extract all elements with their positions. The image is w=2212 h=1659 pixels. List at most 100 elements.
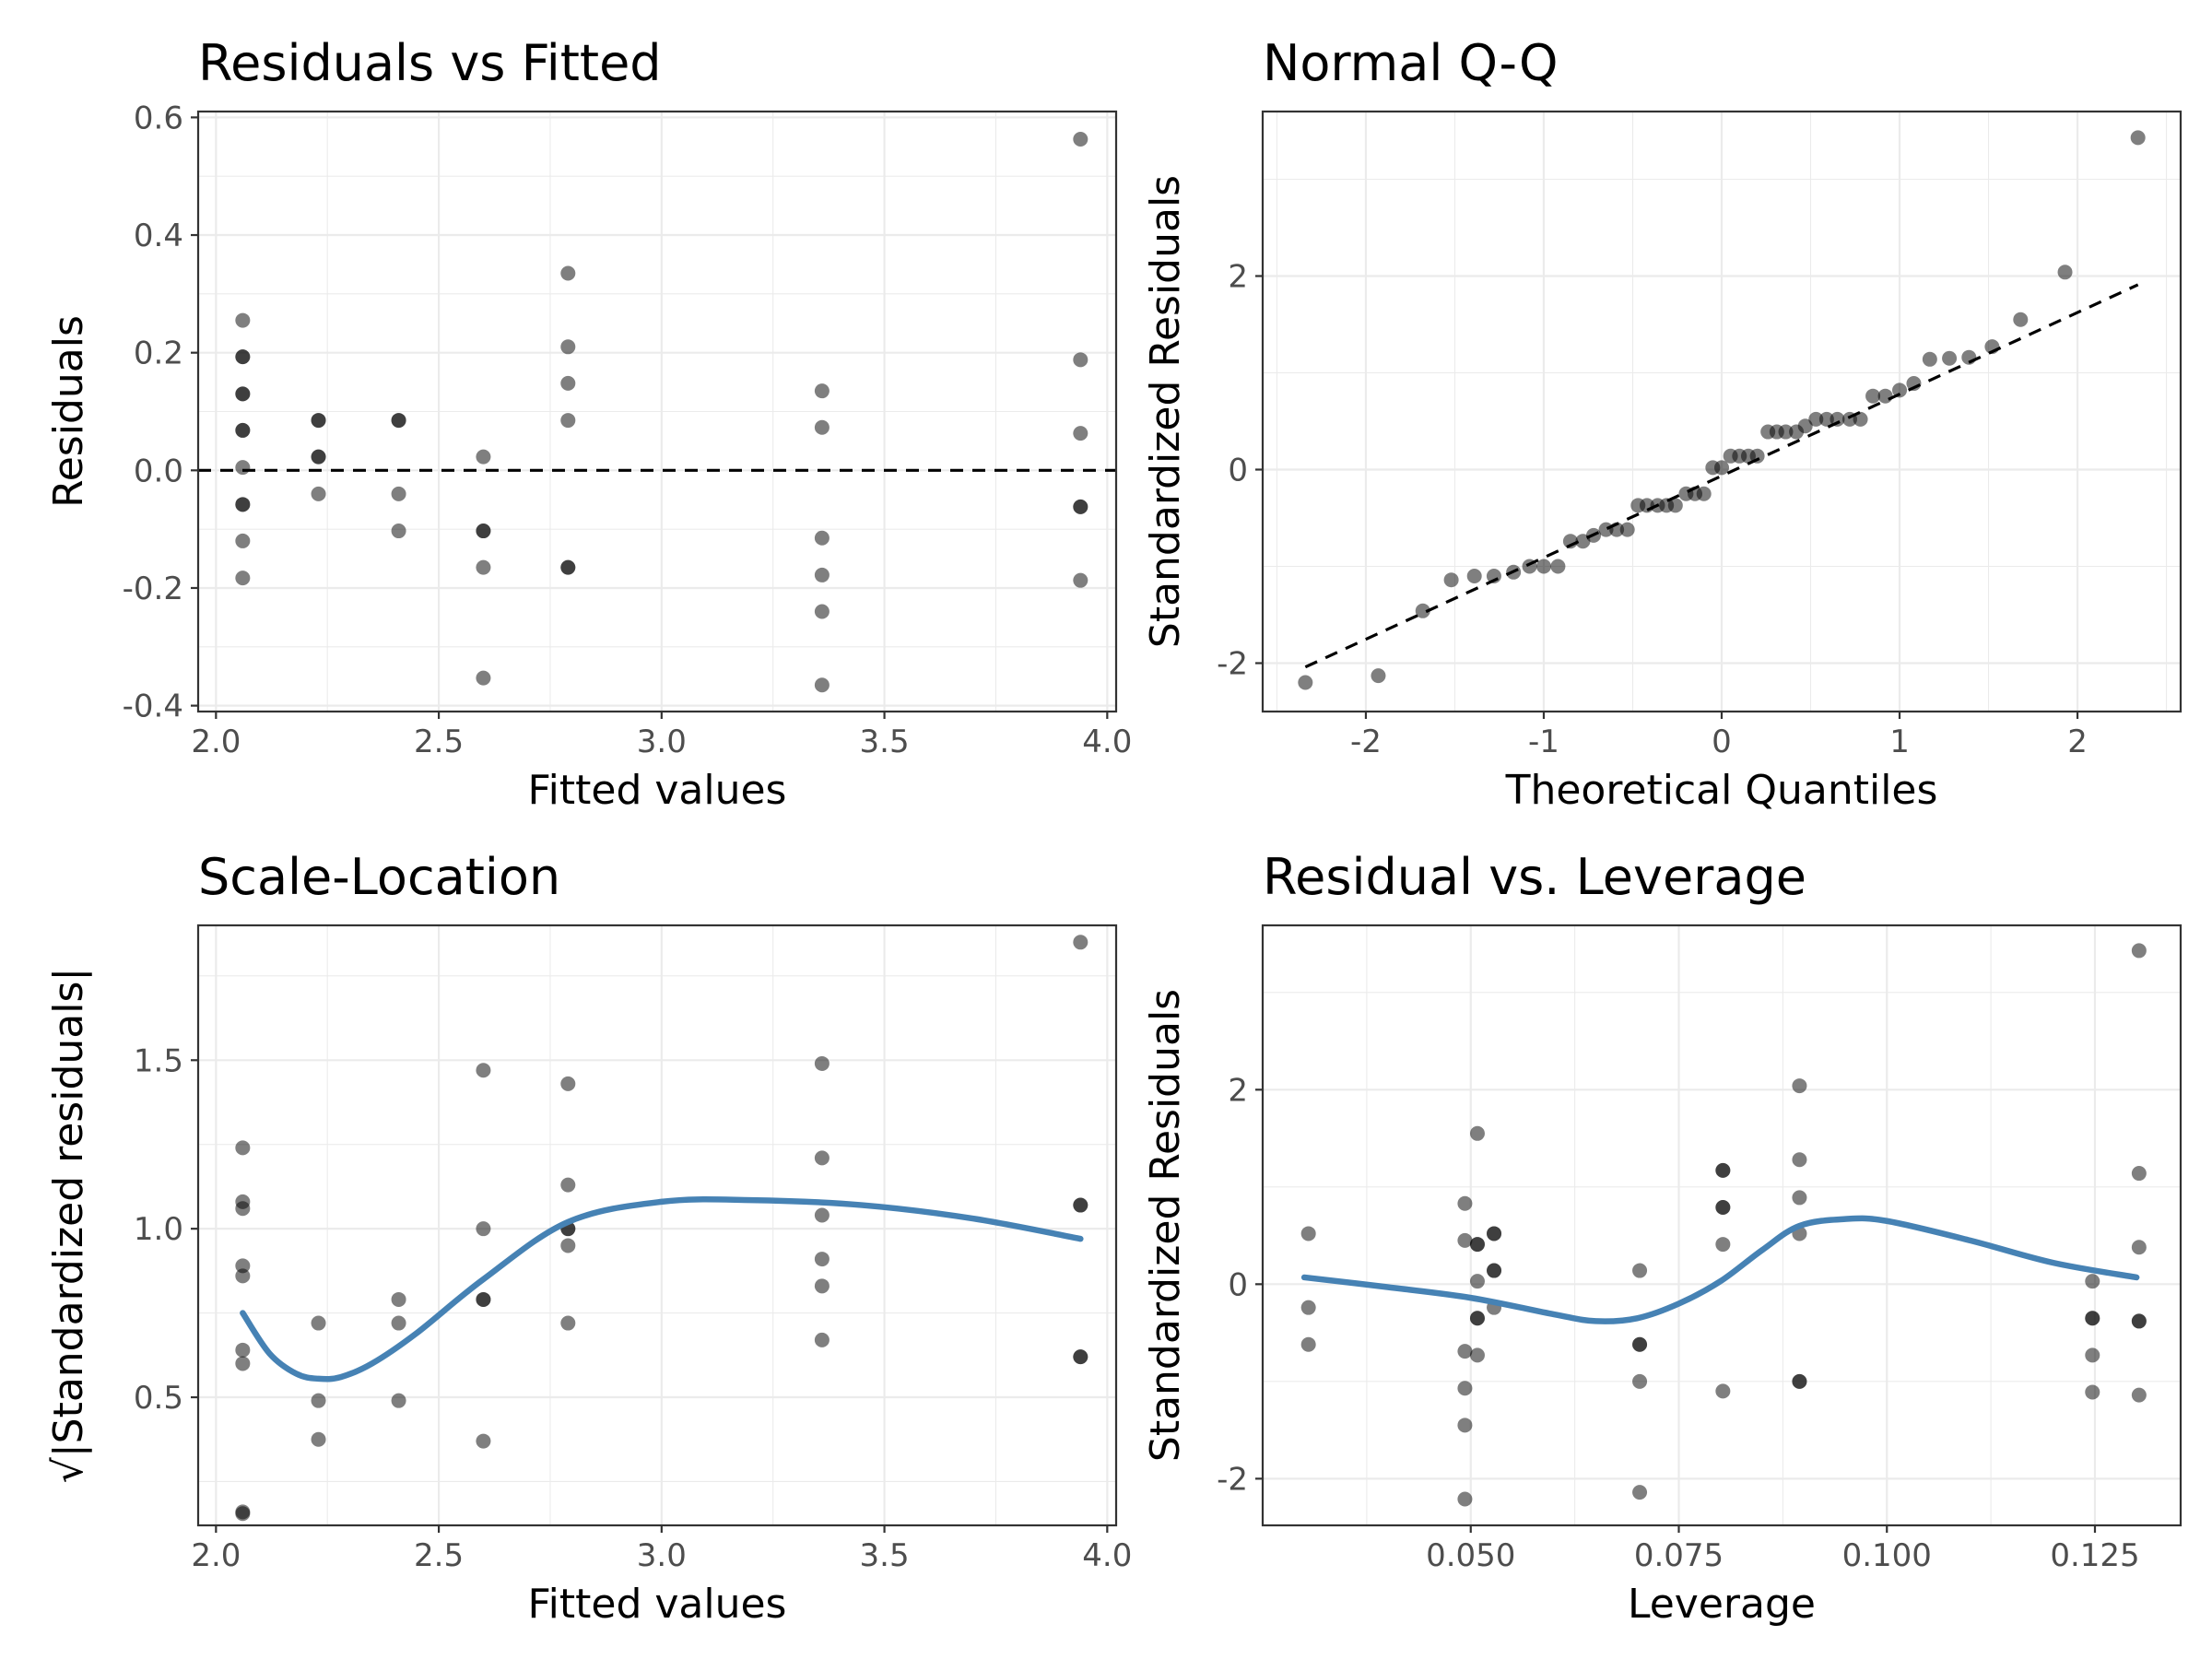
data-point — [235, 349, 251, 365]
x-tick-label: 2.5 — [414, 724, 464, 760]
y-axis-label: √|Standardized residuals| — [45, 968, 92, 1483]
loess-smooth-line — [1300, 1215, 2140, 1324]
x-tick-label: 2 — [2067, 724, 2088, 760]
data-point — [1487, 1263, 1502, 1278]
data-point — [235, 1342, 251, 1358]
data-point — [814, 383, 830, 399]
data-point — [1487, 1226, 1502, 1241]
data-point — [311, 413, 326, 429]
normal-qq-panel: -2 -1 0 1 2 -2 0 2 Normal Q-Q Theoretical Quan… — [1142, 34, 2183, 814]
data-point — [391, 1291, 406, 1307]
panel-title: Residual vs. Leverage — [1263, 848, 1806, 906]
data-point — [1865, 388, 1881, 404]
data-point — [311, 1431, 326, 1447]
data-point — [476, 559, 491, 575]
panel-border — [1261, 924, 2183, 1527]
y-tick-label: 0.4 — [134, 218, 183, 254]
data-point — [1797, 418, 1813, 434]
data-point — [235, 1268, 251, 1284]
data-point — [814, 1150, 830, 1166]
panel-border — [196, 110, 1118, 713]
data-point — [1486, 569, 1501, 583]
data-point — [311, 486, 326, 501]
data-point — [1469, 1237, 1485, 1253]
data-point — [814, 530, 830, 546]
data-point — [2085, 1384, 2100, 1400]
x-tick-label: 0.100 — [1842, 1537, 1932, 1574]
data-point — [476, 449, 491, 465]
data-point — [1298, 675, 1313, 690]
x-tick-label: 2.0 — [191, 1537, 241, 1574]
x-tick-label: -2 — [1350, 724, 1382, 760]
data-point — [1469, 1125, 1485, 1141]
y-tick-label: 0.2 — [134, 335, 183, 372]
data-point — [1922, 351, 1937, 367]
x-axis-label: Fitted values — [528, 1581, 787, 1628]
data-point — [1906, 376, 1922, 392]
data-point — [1632, 1263, 1648, 1278]
data-point — [1632, 1336, 1648, 1352]
data-point — [2131, 1313, 2147, 1329]
data-point — [235, 1356, 251, 1371]
y-tick-label: -2 — [1217, 1461, 1248, 1498]
data-point — [1073, 1197, 1088, 1213]
data-point — [1632, 1373, 1648, 1389]
data-point — [814, 1332, 830, 1347]
panel-title: Residuals vs Fitted — [198, 34, 662, 92]
data-point — [1522, 559, 1537, 574]
data-point — [2057, 265, 2073, 280]
x-tick-label: 3.0 — [637, 724, 687, 760]
data-point — [311, 1315, 326, 1331]
data-point — [814, 677, 830, 693]
data-point — [1714, 460, 1729, 476]
data-point — [391, 1315, 406, 1331]
data-point — [1073, 131, 1088, 147]
data-point — [1586, 527, 1602, 543]
data-point — [476, 1063, 491, 1078]
data-point — [1715, 1162, 1731, 1178]
data-point — [311, 449, 326, 465]
data-point — [1550, 559, 1566, 574]
x-tick-label: 4.0 — [1082, 724, 1132, 760]
data-point — [1300, 1300, 1316, 1315]
data-point — [814, 1252, 830, 1267]
y-tick-label: 0 — [1228, 1266, 1248, 1303]
data-point — [560, 339, 576, 355]
x-axis-label: Fitted values — [528, 767, 787, 814]
data-point — [1639, 498, 1654, 513]
data-point — [1457, 1491, 1473, 1507]
x-tick-label: 0.050 — [1426, 1537, 1515, 1574]
data-point — [814, 1207, 830, 1223]
data-point — [235, 312, 251, 328]
data-point — [391, 524, 406, 539]
data-point — [1853, 411, 1868, 427]
data-point — [1073, 352, 1088, 368]
x-tick-label: 3.5 — [860, 724, 910, 760]
data-point — [1371, 668, 1386, 684]
data-point — [235, 386, 251, 402]
data-point — [391, 413, 406, 429]
data-point — [2013, 312, 2029, 327]
data-point — [391, 1393, 406, 1408]
residual-vs-leverage-panel: 0.050 0.075 0.100 0.125 -2 0 2 Residual vs. L… — [1142, 848, 2183, 1628]
data-point — [476, 1433, 491, 1449]
data-point — [1619, 522, 1635, 537]
loess-smooth-line — [240, 1196, 1084, 1382]
data-point — [560, 1177, 576, 1193]
panel-title: Scale-Location — [198, 848, 560, 906]
data-point — [1715, 1383, 1731, 1399]
data-point — [2085, 1311, 2100, 1326]
data-point — [235, 460, 251, 476]
data-point — [1609, 522, 1625, 537]
data-point — [1457, 1195, 1473, 1211]
y-tick-label: 1.5 — [134, 1042, 183, 1079]
data-point — [1984, 339, 2000, 355]
data-point — [814, 567, 830, 582]
y-tick-label: 0.6 — [134, 100, 183, 136]
y-tick-label: 0 — [1228, 453, 1248, 489]
x-tick-label: 2.0 — [191, 724, 241, 760]
data-point — [2131, 943, 2147, 959]
data-point — [1808, 411, 1824, 427]
panel-border — [196, 924, 1118, 1527]
